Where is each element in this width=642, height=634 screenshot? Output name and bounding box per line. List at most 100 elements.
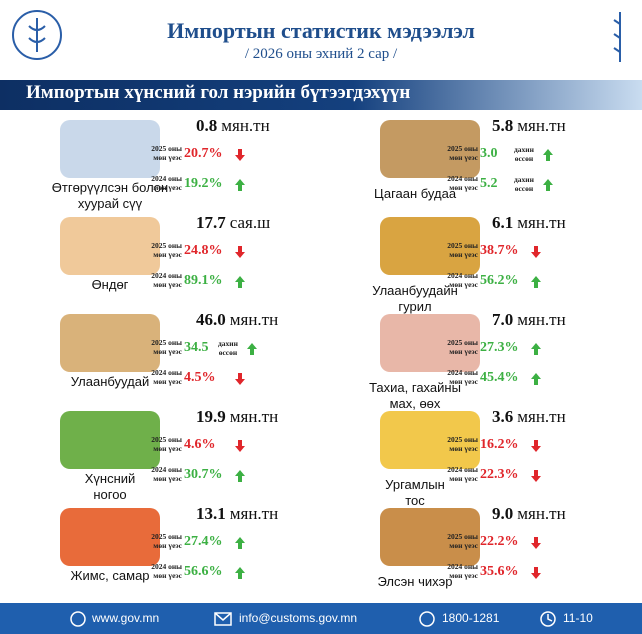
script-emblem [613,12,621,62]
product-name: Өндөг [91,277,129,292]
change-value: 45.4% [480,370,519,385]
product-image [380,217,480,275]
change-value: 19.2% [184,176,223,191]
trend-arrow [531,373,541,385]
product-name: Цагаан будаа [373,186,457,201]
period: 2024 оны [447,465,478,474]
trend-arrow [531,567,541,579]
comparison-row: 2025 оны мөн үеэс 27.3% [434,338,594,362]
amount-value: 17.7 [196,213,226,232]
change-value: 56.6% [184,564,223,579]
change-note: дахин өссөн [514,145,534,163]
comparison-row: 2024 оны мөн үеэс 30.7% [138,465,298,489]
trend-arrow [531,440,541,452]
title: Импортын статистик мэдээлэл [167,18,475,43]
product-name: Улаанбуудайн гурил [372,283,458,314]
period: 2024 оны [151,368,182,377]
period: 2024 оны [447,562,478,571]
trend-arrow [235,440,245,452]
product-image [380,314,480,372]
product: Өтгөрүүлсэн болон хуурай сүү 0.8 мян.тн 202… [0,114,320,211]
change-value: 27.3% [480,340,519,355]
period-suffix: мөн үеэс [153,444,182,453]
trend-arrow [235,373,245,385]
period: 2025 оны [151,144,182,153]
change-value: 22.2% [480,534,519,549]
period-label: 2025 оны мөн үеэс [138,144,182,162]
comparison-row: 2025 оны мөн үеэс 27.4% [138,532,298,556]
product: Жимс, самар 13.1 мян.тн 2025 оны мөн үеэс 27.… [0,502,320,599]
period: 2024 оны [151,562,182,571]
footer-icons [70,611,556,627]
period-suffix: мөн үеэс [449,153,478,162]
change-value: 16.2% [480,437,519,452]
period: 2024 оны [447,174,478,183]
period-label: 2024 оны мөн үеэс [434,562,478,580]
amount-unit: мян.тн [517,310,566,329]
product-name: Ургамлын тос [385,477,445,508]
period-label: 2025 оны мөн үеэс [434,435,478,453]
email[interactable]: info@customs.gov.mn [239,611,358,625]
period-suffix: мөн үеэс [449,347,478,356]
period: 2025 оны [447,338,478,347]
period: 2024 оны [151,465,182,474]
period: 2025 оны [151,435,182,444]
period-label: 2024 оны мөн үеэс [138,465,182,483]
change-value: 56.2% [480,273,519,288]
trend-arrow [531,246,541,258]
period-label: 2025 оны мөн үеэс [138,435,182,453]
trend-arrow [235,149,245,161]
product-image [60,314,160,372]
period-label: 2025 оны мөн үеэс [434,144,478,162]
period-label: 2024 оны мөн үеэс [434,465,478,483]
comparison-row: 2025 оны мөн үеэс 16.2% [434,435,594,459]
change-value: 38.7% [480,243,519,258]
change-value: 89.1% [184,273,223,288]
change-note: дахин өссөн [514,175,534,193]
period-suffix: мөн үеэс [153,474,182,483]
period-label: 2024 оны мөн үеэс [434,271,478,289]
trend-arrow [235,276,245,288]
amount: 13.1 мян.тн [196,504,278,524]
product-name: Тахиа, гахайны мах, өөх [369,380,461,411]
period-label: 2024 оны мөн үеэс [138,368,182,386]
product: Ургамлын тос 3.6 мян.тн 2025 оны мөн үеэс 16.… [320,405,640,508]
change-value: 24.8% [184,243,223,258]
trend-arrow [531,276,541,288]
period-suffix: мөн үеэс [153,153,182,162]
product: Өндөг 17.7 сая.ш 2025 оны мөн үеэс 24.8% 2024 … [0,211,320,308]
comparison-row: 2024 оны мөн үеэс 35.6% [434,562,594,586]
period: 2025 оны [151,241,182,250]
amount-unit: мян.тн [517,213,566,232]
logo [12,10,62,60]
period-label: 2025 оны мөн үеэс [138,241,182,259]
change-value: 34.5 [184,340,209,355]
amount-unit: сая.ш [229,213,271,232]
amount-unit: мян.тн [221,116,270,135]
period-label: 2024 оны мөн үеэс [138,562,182,580]
amount-unit: мян.тн [229,504,279,523]
product-image [380,411,480,469]
website[interactable]: www.gov.mn [92,611,160,625]
trend-arrow [247,343,257,355]
product-name: Жимс, самар [70,568,150,583]
phone[interactable]: 1800-1281 [442,611,500,625]
trend-arrow [235,537,245,549]
product: Улаанбуудайн гурил 6.1 мян.тн 2025 оны мөн ү… [320,211,640,314]
product: Улаанбуудай 46.0 мян.тн 2025 оны мөн үеэс 34.… [0,308,320,405]
period: 2025 оны [447,435,478,444]
comparison-row: 2024 оны мөн үеэс 56.6% [138,562,298,586]
period: 2025 оны [447,241,478,250]
period-label: 2025 оны мөн үеэс [138,532,182,550]
product-image [380,120,480,178]
banner [0,80,642,110]
period-suffix: мөн үеэс [449,280,478,289]
amount-unit: мян.тн [229,310,279,329]
period-suffix: мөн үеэс [153,347,182,356]
product-name: Элсэн чихэр [377,574,453,589]
change-value: 3.0 [480,146,498,161]
product-name: Хүнсний ногоо [84,471,136,502]
trend-arrow [235,179,245,191]
amount-unit: мян.тн [229,407,279,426]
